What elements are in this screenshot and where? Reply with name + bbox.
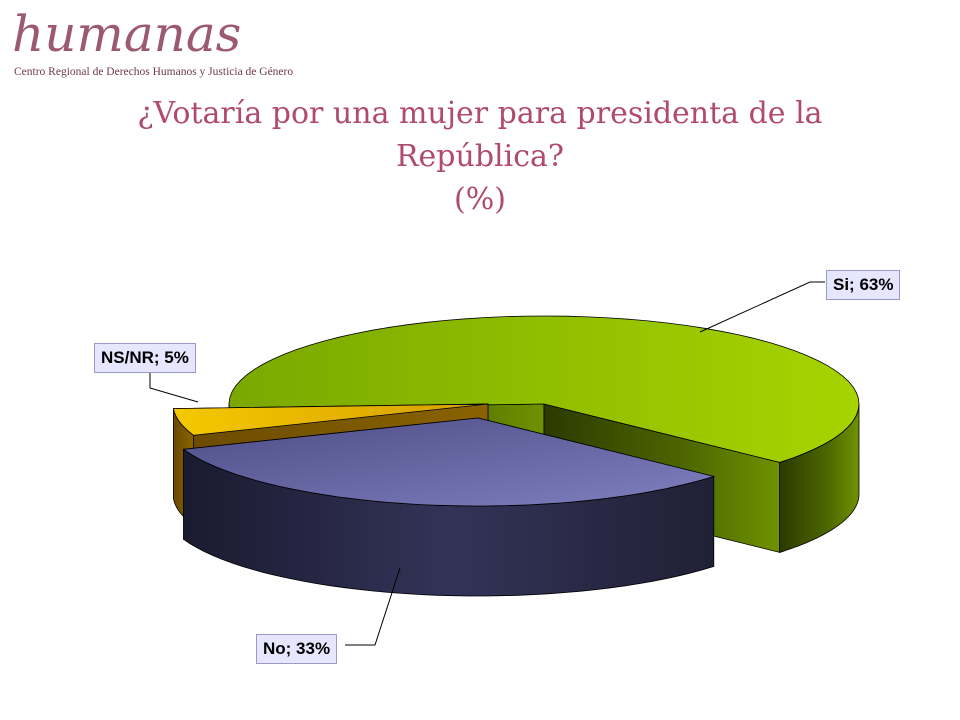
leader-line-no: [345, 567, 401, 646]
data-label-si: Si; 63%: [826, 270, 901, 300]
pie-slice-nsnr-top: [172, 403, 489, 436]
pie-slices: [172, 315, 860, 597]
leader-lines: [149, 281, 825, 646]
data-label-no: No; 33%: [256, 634, 338, 664]
logo-subtitle: Centro Regional de Derechos Humanos y Ju…: [14, 66, 294, 78]
leader-line-si: [699, 281, 825, 333]
chart-title-line-2: República?: [395, 139, 565, 174]
pie-slice-si-top: [228, 315, 860, 463]
humanas-logo: humanas Centro Regional de Derechos Huma…: [12, 4, 312, 84]
pie-slice-no: [182, 417, 716, 597]
data-label-nsnr: NS/NR; 5%: [94, 343, 196, 373]
pie-slice-no-top: [182, 417, 716, 507]
chart-title-line-3: (%): [454, 182, 506, 217]
chart-title: ¿Votaría por una mujer para presidenta d…: [40, 92, 920, 221]
leader-line-nsnr: [149, 370, 199, 403]
chart-title-line-1: ¿Votaría por una mujer para presidenta d…: [137, 96, 823, 131]
logo-wordmark: humanas: [12, 5, 242, 63]
